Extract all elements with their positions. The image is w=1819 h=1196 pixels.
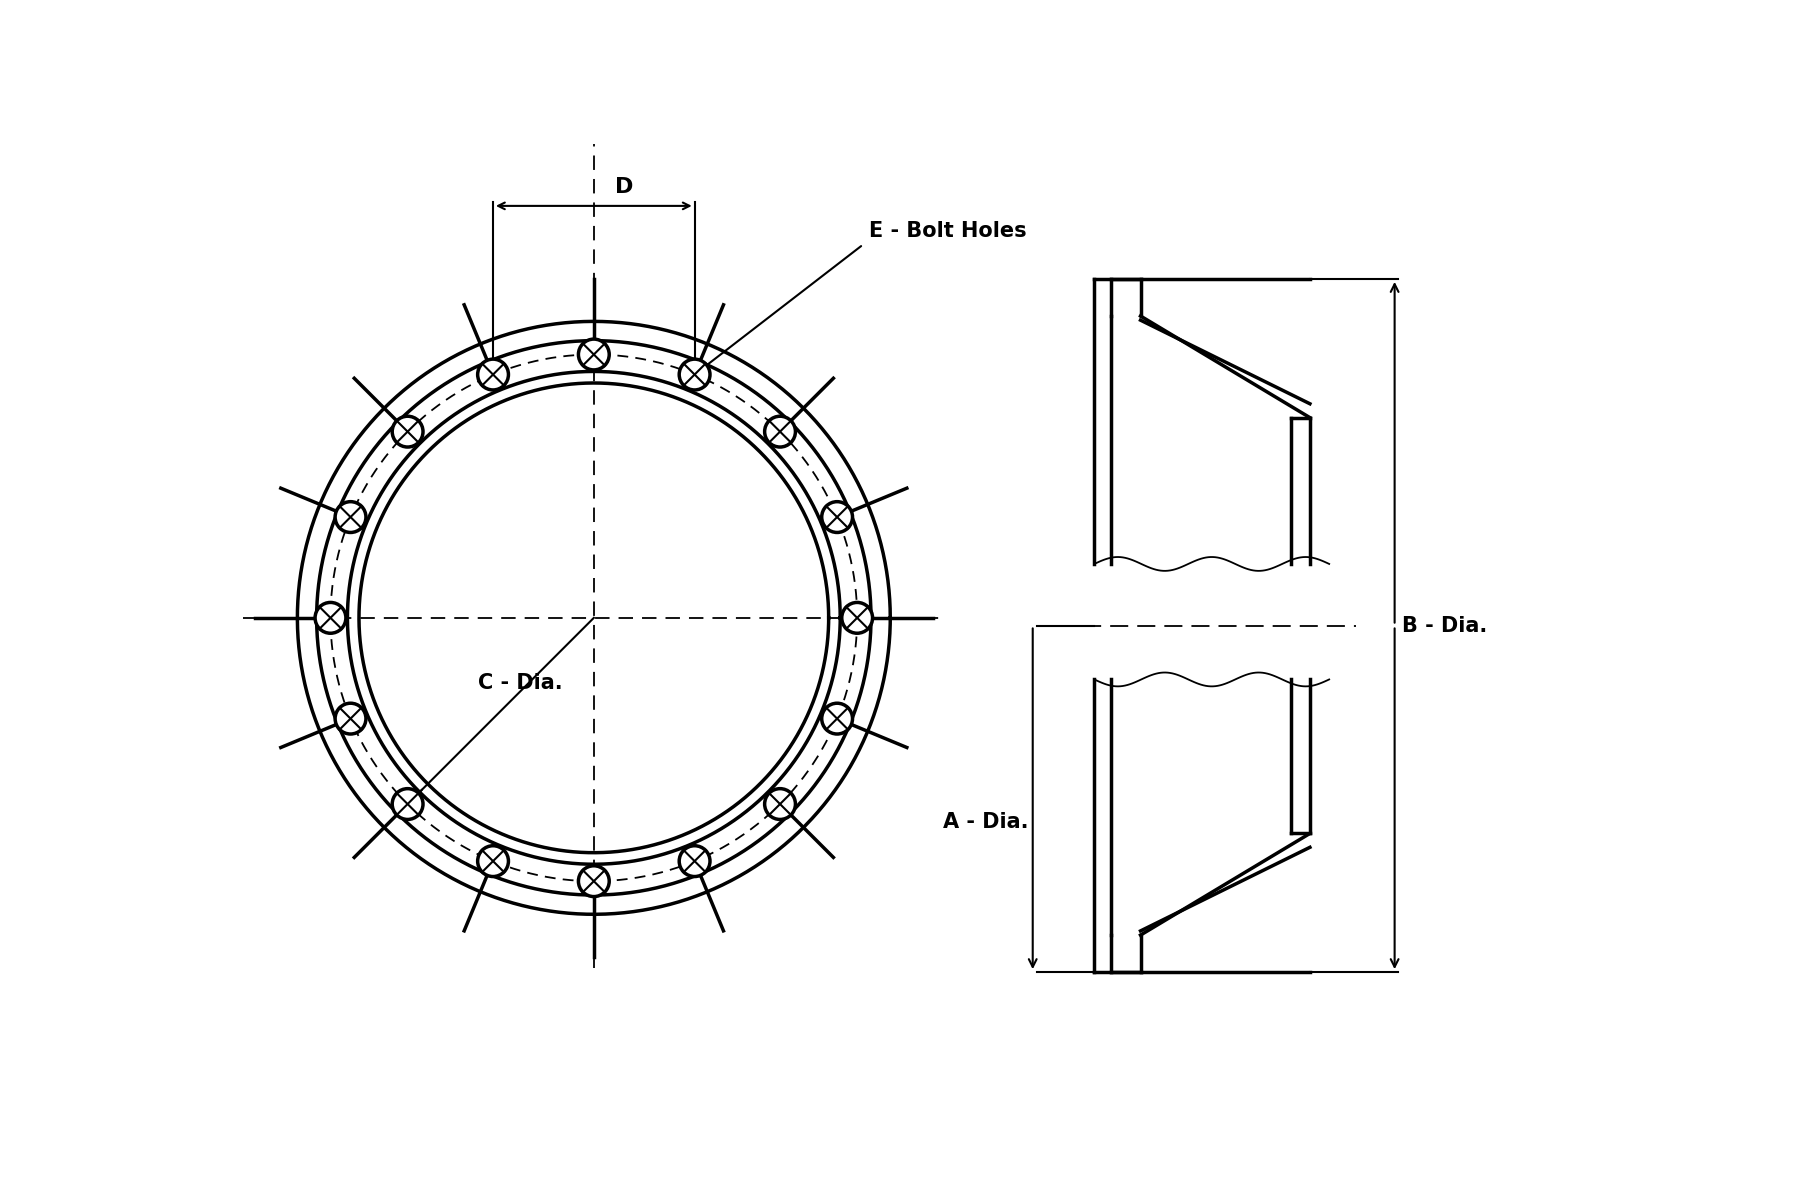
Circle shape [842, 603, 873, 633]
Circle shape [335, 501, 366, 532]
Circle shape [335, 703, 366, 734]
Circle shape [822, 703, 853, 734]
Circle shape [478, 846, 509, 877]
Circle shape [764, 416, 795, 447]
Circle shape [678, 359, 709, 390]
Circle shape [822, 501, 853, 532]
Text: D: D [615, 177, 633, 196]
Circle shape [315, 603, 346, 633]
Text: A - Dia.: A - Dia. [944, 812, 1030, 832]
Text: C - Dia.: C - Dia. [478, 673, 562, 694]
Circle shape [393, 788, 424, 819]
Text: B - Dia.: B - Dia. [1402, 616, 1488, 635]
Circle shape [393, 416, 424, 447]
Circle shape [678, 846, 709, 877]
Circle shape [764, 788, 795, 819]
Circle shape [478, 359, 509, 390]
Circle shape [578, 866, 609, 897]
Circle shape [578, 340, 609, 370]
Text: E - Bolt Holes: E - Bolt Holes [869, 220, 1028, 240]
